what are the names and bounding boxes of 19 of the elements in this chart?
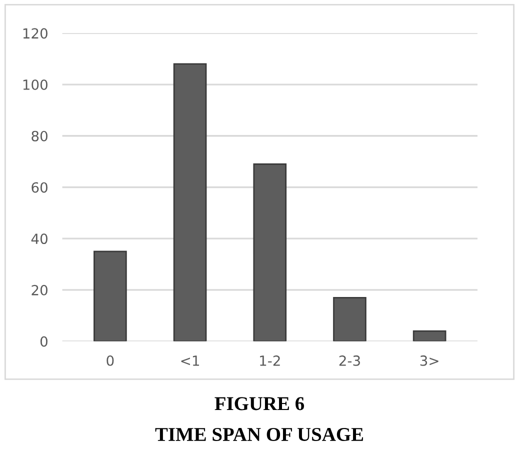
text: TIME SPAN OF USAGE bbox=[155, 428, 364, 442]
y-tick-label: 120 bbox=[23, 28, 48, 39]
x-tick-label: 3> bbox=[420, 355, 438, 366]
y-tick-label: 80 bbox=[32, 130, 48, 142]
x-tick-label: 1-2 bbox=[260, 355, 280, 366]
x-tick-label: 0 bbox=[106, 355, 114, 366]
y-tick-label: 0 bbox=[40, 336, 48, 347]
bar bbox=[173, 63, 207, 342]
bar bbox=[412, 330, 446, 342]
text: FIGURE 6 bbox=[214, 397, 304, 410]
x-tick-label: 2-3 bbox=[339, 355, 360, 366]
y-tick-label: 60 bbox=[32, 182, 48, 193]
x-tick-label: <1 bbox=[181, 356, 199, 366]
y-tick-label: 100 bbox=[23, 80, 48, 90]
y-tick-label: 40 bbox=[31, 234, 48, 244]
y-tick-label: 20 bbox=[32, 284, 48, 296]
bar bbox=[333, 296, 366, 342]
bar bbox=[253, 163, 287, 342]
bar bbox=[94, 250, 127, 342]
